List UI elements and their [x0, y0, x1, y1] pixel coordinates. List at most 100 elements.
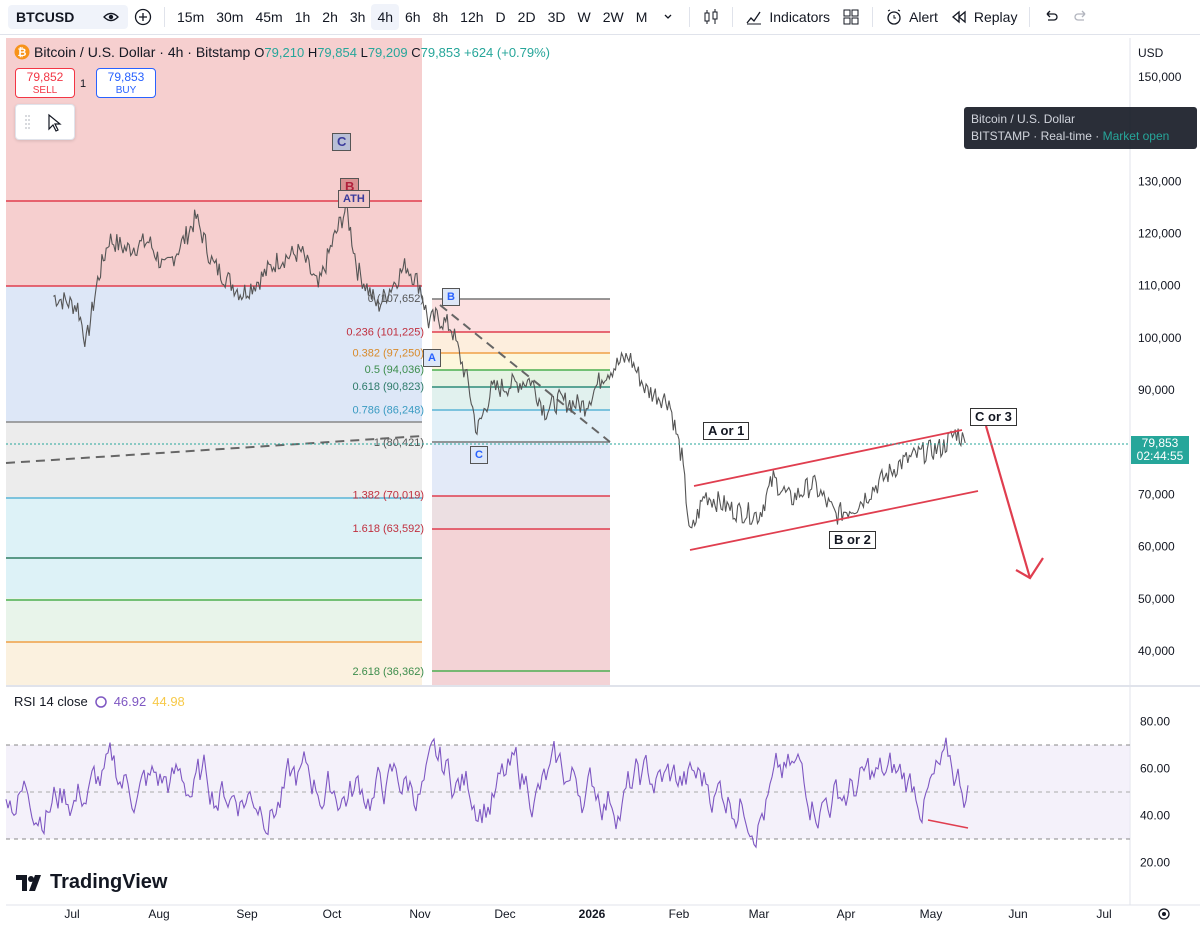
- alarm-clock-icon: [887, 9, 901, 25]
- toolbar-divider: [1029, 7, 1031, 27]
- eye-icon[interactable]: [102, 8, 120, 26]
- refresh-icon[interactable]: [94, 695, 108, 709]
- rsi-tick-label: 60.00: [1140, 762, 1170, 776]
- gear-icon[interactable]: [1158, 908, 1170, 920]
- bar-countdown: 02:44:55: [1136, 449, 1184, 463]
- fib-zone-orange: [6, 642, 422, 686]
- channel-lower-line[interactable]: [689, 490, 979, 551]
- fib-label: 2.618 (36,362): [352, 666, 424, 678]
- buy-button[interactable]: 79,853 BUY: [96, 68, 156, 98]
- alert-button[interactable]: Alert: [879, 4, 944, 30]
- interval-12h[interactable]: 12h: [460, 9, 484, 25]
- interval-6h[interactable]: 6h: [405, 9, 421, 25]
- add-symbol-button[interactable]: [128, 4, 158, 30]
- time-tick-label: Jun: [1008, 907, 1027, 921]
- price-tick-label: 90,000: [1138, 383, 1175, 397]
- svg-text:₿: ₿: [18, 47, 27, 59]
- time-tick-label: Sep: [236, 907, 258, 921]
- undo-icon: [1046, 10, 1059, 21]
- interval-4h[interactable]: 4h: [371, 4, 400, 30]
- spread-value: 1: [80, 78, 87, 90]
- interval-45m[interactable]: 45m: [255, 9, 283, 25]
- projection-arrow[interactable]: [984, 425, 1032, 579]
- interval-15m[interactable]: 15m: [177, 9, 205, 25]
- fib-zone-cyan: [6, 498, 422, 598]
- chevron-down-icon: [664, 14, 672, 19]
- ohlc-values: O79,210 H79,854 L79,209 C79,853 +624 (+0…: [254, 44, 551, 60]
- rsi-value: 46.92: [113, 694, 147, 709]
- interval-8h[interactable]: 8h: [432, 9, 449, 25]
- interval-2w[interactable]: 2W: [602, 9, 624, 25]
- sell-button[interactable]: 79,852 SELL: [15, 68, 75, 98]
- currency-label[interactable]: USD: [1138, 46, 1164, 60]
- replay-button[interactable]: Replay: [944, 4, 1024, 30]
- interval-d[interactable]: D: [495, 9, 506, 25]
- price-series-line: [53, 196, 966, 529]
- price-change: +624 (+0.79%): [464, 44, 551, 60]
- interval-2h[interactable]: 2h: [322, 9, 338, 25]
- alert-label: Alert: [909, 9, 938, 25]
- fib-r-1: [432, 442, 610, 496]
- interval-2d[interactable]: 2D: [517, 9, 536, 25]
- wave-label-b: B: [442, 288, 460, 306]
- fib-r-236: [432, 332, 610, 353]
- indicators-label: Indicators: [769, 9, 831, 25]
- price-tick-label: 150,000: [1138, 70, 1182, 84]
- grid-icon: [843, 9, 859, 25]
- interval-w[interactable]: W: [577, 9, 591, 25]
- channel-upper-line[interactable]: [693, 429, 963, 487]
- fib-r-0: [432, 299, 610, 332]
- fib-r-5: [432, 370, 610, 387]
- fib-label: 1.618 (63,592): [352, 523, 424, 535]
- redo-button[interactable]: [1066, 4, 1096, 30]
- fib-level-lines: [6, 200, 610, 672]
- time-tick-label: May: [920, 907, 943, 921]
- interval-dropdown[interactable]: [653, 4, 683, 30]
- symbol-search[interactable]: BTCUSD: [8, 5, 128, 29]
- rsi-divergence-line: [927, 819, 969, 829]
- interval-30m[interactable]: 30m: [216, 9, 244, 25]
- fib-label: 0.236 (101,225): [346, 327, 424, 339]
- price-axis[interactable]: 150,000 130,000 120,000 110,000 100,000 90,00…: [1138, 70, 1182, 658]
- wave-label-a-or-1: A or 1: [703, 422, 750, 440]
- fib-zones: [6, 38, 610, 686]
- time-tick-label: Feb: [669, 907, 690, 921]
- top-toolbar: BTCUSD 15m 30m 45m 1h 2h 3h 4h 6h 8h 12h D 2D 3D W 2W M…: [0, 0, 1200, 35]
- cursor-icon[interactable]: [16, 105, 74, 139]
- fib-zone-upper: [6, 38, 422, 286]
- replay-label: Replay: [973, 9, 1018, 25]
- time-axis[interactable]: Jul Aug Sep Oct Nov Dec 2026 Feb Mar Apr May Jun Jul: [64, 907, 1111, 921]
- interval-3d[interactable]: 3D: [547, 9, 566, 25]
- price-tick-label: 70,000: [1138, 487, 1175, 501]
- rsi-legend[interactable]: RSI 14 close 46.92 44.98: [14, 694, 185, 709]
- fib-zone-gray: [6, 422, 422, 498]
- interval-3h[interactable]: 3h: [349, 9, 366, 25]
- price-tick-label: 50,000: [1138, 592, 1175, 606]
- fib-label: 0 (107,652): [368, 293, 424, 305]
- time-tick-label: 2026: [579, 907, 606, 921]
- current-price-tag: 79,853 02:44:55: [1131, 436, 1189, 464]
- undo-button[interactable]: [1036, 4, 1066, 30]
- rsi-tick-label: 80.00: [1140, 715, 1170, 729]
- tradingview-logo[interactable]: TradingView: [16, 871, 167, 894]
- time-tick-label: Dec: [494, 907, 515, 921]
- interval-1h[interactable]: 1h: [294, 9, 311, 25]
- bitcoin-icon: ₿: [14, 44, 30, 60]
- fib-label: 0.786 (86,248): [352, 405, 424, 417]
- rsi-tick-label: 40.00: [1140, 809, 1170, 823]
- layouts-button[interactable]: [836, 4, 866, 30]
- price-tick-label: 110,000: [1138, 279, 1181, 293]
- rsi-label: RSI 14 close: [14, 694, 88, 709]
- interval-list: 15m 30m 45m 1h 2h 3h 4h 6h 8h 12h D 2D 3D W 2W M: [171, 4, 653, 30]
- rsi-ma-value: 44.98: [152, 694, 185, 709]
- indicators-button[interactable]: Indicators: [739, 4, 836, 30]
- symbol-tooltip: Bitcoin / U.S. Dollar BITSTAMP · Real-ti…: [964, 107, 1197, 149]
- interval-m[interactable]: M: [635, 9, 648, 25]
- sell-price: 79,852: [26, 70, 64, 84]
- chart-legend[interactable]: ₿ Bitcoin / U.S. Dollar · 4h · Bitstamp …: [14, 44, 550, 60]
- rsi-axis: 80.00 60.00 40.00 20.00: [1140, 715, 1170, 870]
- rsi-series-line: [5, 737, 969, 849]
- chart-type-button[interactable]: [696, 4, 726, 30]
- current-price: 79,853: [1141, 436, 1179, 450]
